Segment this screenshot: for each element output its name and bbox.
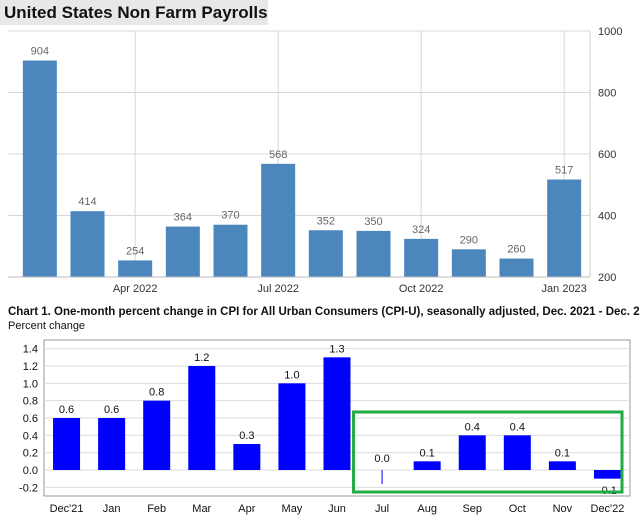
top-y-tick-label: 400 xyxy=(598,211,616,223)
top-x-tick-label: Jan 2023 xyxy=(542,283,587,295)
top-bar-value-label: 517 xyxy=(555,165,573,177)
top-bar-value-label: 370 xyxy=(221,210,239,222)
top-bar-value-label: 254 xyxy=(126,245,144,257)
bottom-x-tick-label: Sep xyxy=(462,503,482,515)
bottom-bar-value-label: 0.4 xyxy=(465,421,480,433)
top-bar xyxy=(547,179,582,277)
bottom-y-tick-label: 0.2 xyxy=(23,448,38,460)
bottom-x-tick-label: Jan xyxy=(103,503,121,515)
top-x-tick-label: Jul 2022 xyxy=(257,283,299,295)
bottom-bar-value-label: 1.0 xyxy=(284,369,299,381)
top-y-tick-label: 1000 xyxy=(598,26,622,38)
bottom-bar xyxy=(593,470,621,479)
bottom-bar xyxy=(98,418,126,470)
bottom-y-tick-label: 1.2 xyxy=(23,361,38,373)
bottom-bar-value-label: 0.6 xyxy=(59,404,74,416)
bottom-y-tick-label: 0.4 xyxy=(23,430,38,442)
bottom-bar-value-label: 0.1 xyxy=(420,447,435,459)
top-bar xyxy=(213,224,248,277)
bottom-x-tick-label: Jun xyxy=(328,503,346,515)
top-bar-value-label: 364 xyxy=(174,212,192,224)
bottom-x-tick-label: Mar xyxy=(192,503,211,515)
bottom-y-tick-label: 0.6 xyxy=(23,413,38,425)
bottom-y-tick-label: 0.0 xyxy=(23,465,38,477)
top-y-tick-label: 800 xyxy=(598,88,616,100)
top-bar-value-label: 290 xyxy=(460,234,478,246)
top-bar xyxy=(308,230,343,277)
bottom-y-tick-label: 1.0 xyxy=(23,378,38,390)
bottom-x-tick-label: Aug xyxy=(417,503,437,515)
top-bar xyxy=(451,249,486,277)
top-x-tick-label: Oct 2022 xyxy=(399,283,444,295)
bottom-bar xyxy=(458,435,486,470)
bottom-bar xyxy=(188,366,216,470)
bottom-bar-value-label: 0.3 xyxy=(239,430,254,442)
bottom-y-tick-label: 1.4 xyxy=(23,344,38,356)
chart-title-bottom: Chart 1. One-month percent change in CPI… xyxy=(8,306,640,318)
top-bar-value-label: 414 xyxy=(78,196,96,208)
top-bar-value-label: 568 xyxy=(269,149,287,161)
bottom-x-tick-label: Jul xyxy=(375,503,389,515)
bottom-y-tick-label: -0.2 xyxy=(19,482,38,494)
top-y-tick-label: 200 xyxy=(598,272,616,284)
top-bar-value-label: 350 xyxy=(364,216,382,228)
top-bar xyxy=(118,260,153,277)
bottom-x-tick-label: Oct xyxy=(509,503,526,515)
bottom-bar xyxy=(278,383,306,470)
top-bar xyxy=(404,238,439,277)
bottom-bar xyxy=(233,444,261,470)
bottom-bar xyxy=(53,418,81,470)
top-bar-value-label: 352 xyxy=(317,215,335,227)
top-bar-value-label: 324 xyxy=(412,224,430,236)
chart-title-top: United States Non Farm Payrolls xyxy=(0,0,268,25)
top-bar xyxy=(499,258,534,277)
bottom-x-tick-label: Feb xyxy=(147,503,166,515)
bottom-bar xyxy=(413,461,441,470)
bottom-bar xyxy=(323,357,351,470)
top-x-tick-label: Apr 2022 xyxy=(113,283,158,295)
bottom-x-tick-label: Nov xyxy=(553,503,573,515)
bottom-x-tick-label: May xyxy=(282,503,303,515)
bottom-bar-value-label: 0.0 xyxy=(374,453,389,465)
bottom-bar-value-label: 0.1 xyxy=(555,447,570,459)
top-bar xyxy=(356,230,391,277)
bottom-bar-value-label: 1.3 xyxy=(329,343,344,355)
bottom-bar-value-label: 0.6 xyxy=(104,404,119,416)
top-bar xyxy=(22,60,57,277)
top-bar xyxy=(70,211,105,277)
bottom-x-tick-label: Apr xyxy=(238,503,255,515)
bottom-x-tick-label: Dec'21 xyxy=(50,503,84,515)
bottom-bar xyxy=(143,400,171,470)
bottom-x-tick-label: Dec'22 xyxy=(591,503,625,515)
bottom-bar-value-label: 1.2 xyxy=(194,352,209,364)
top-bar-value-label: 260 xyxy=(507,244,525,256)
top-bar-value-label: 904 xyxy=(31,46,49,58)
bottom-bar xyxy=(503,435,531,470)
bottom-y-tick-label: 0.8 xyxy=(23,396,38,408)
bottom-bar xyxy=(548,461,576,470)
top-bar xyxy=(165,226,200,277)
bottom-bar-value-label: 0.8 xyxy=(149,387,164,399)
top-bar xyxy=(261,163,296,277)
bottom-bar-value-label: 0.4 xyxy=(510,421,525,433)
y-axis-label-bottom: Percent change xyxy=(8,320,86,332)
highlight-box xyxy=(352,410,624,494)
top-y-tick-label: 600 xyxy=(598,149,616,161)
